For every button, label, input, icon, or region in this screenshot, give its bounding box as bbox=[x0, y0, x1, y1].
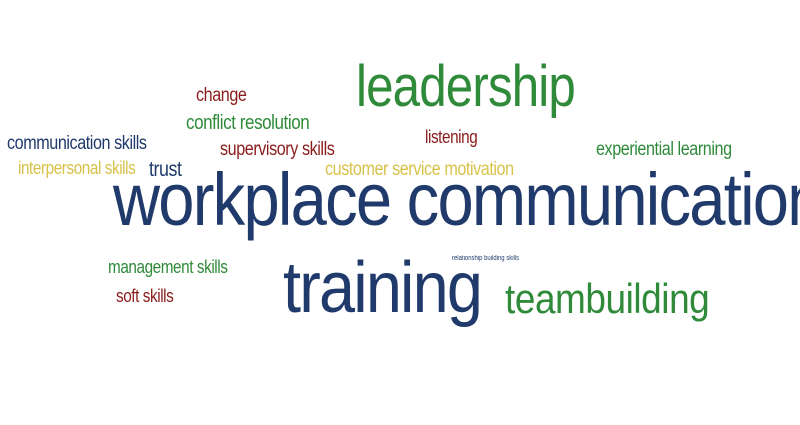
word-relationship-building-skills: relationship building skills bbox=[452, 255, 520, 262]
word-training: training bbox=[283, 248, 483, 328]
word-customer-service-motivation: customer service motivation bbox=[325, 159, 514, 180]
word-communication-skills: communication skills bbox=[7, 133, 147, 154]
word-change: change bbox=[196, 85, 247, 106]
word-teambuilding: teambuilding bbox=[505, 275, 710, 322]
word-management-skills: management skills bbox=[108, 257, 228, 277]
word-experiential-learning: experiential learning bbox=[596, 139, 732, 160]
word-soft-skills: soft skills bbox=[116, 286, 174, 306]
word-trust: trust bbox=[149, 158, 182, 181]
word-workplace-communication: workplace communication bbox=[113, 158, 800, 241]
word-leadership: leadership bbox=[356, 54, 576, 119]
word-conflict-resolution: conflict resolution bbox=[186, 112, 310, 134]
word-listening: listening bbox=[425, 127, 478, 147]
word-supervisory-skills: supervisory skills bbox=[220, 139, 335, 160]
word-interpersonal-skills: interpersonal skills bbox=[18, 158, 136, 178]
